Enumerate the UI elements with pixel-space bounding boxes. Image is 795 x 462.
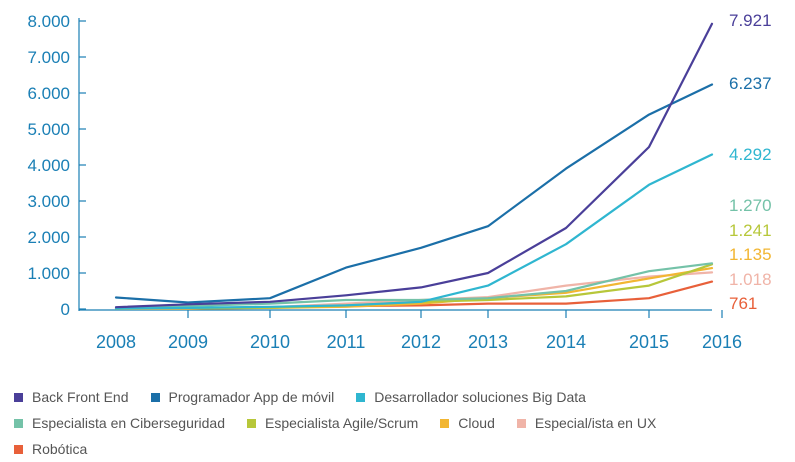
- legend-label: Especialista Agile/Scrum: [265, 415, 419, 431]
- x-axis: 2008 2009 2010 2011 2012 2013 2014 2015 2016: [79, 309, 742, 352]
- legend-item: Cloud: [440, 415, 495, 431]
- y-tick-label: 1.000: [27, 264, 70, 283]
- y-tick-label: 5.000: [27, 120, 70, 139]
- legend-label: Especialista en Ciberseguridad: [32, 415, 225, 431]
- legend-item: Back Front End: [14, 389, 129, 405]
- legend-swatch: [14, 418, 23, 428]
- legend-label: Cloud: [458, 415, 495, 431]
- series-line: [114, 83, 714, 304]
- series-line: [114, 262, 714, 309]
- legend-item: Especialista en Ciberseguridad: [14, 415, 225, 431]
- legend: Back Front End Programador App de móvil De…: [14, 384, 784, 462]
- legend-item: Robótica: [14, 441, 87, 457]
- end-labels: 7.921 6.237 4.292 1.270 1.241 1.135 1.018 761: [729, 11, 772, 313]
- legend-item: Programador App de móvil: [150, 389, 335, 405]
- legend-item: Especial/ista en UX: [516, 415, 657, 431]
- x-tick-label: 2008: [96, 332, 136, 352]
- legend-swatch: [14, 444, 23, 454]
- x-tick-label: 2015: [629, 332, 669, 352]
- end-value-label: 6.237: [729, 74, 772, 93]
- x-tick-label: 2013: [468, 332, 508, 352]
- x-tick-label: 2014: [546, 332, 586, 352]
- end-value-label: 1.270: [729, 196, 772, 215]
- legend-label: Desarrollador soluciones Big Data: [374, 389, 586, 405]
- end-value-label: 4.292: [729, 145, 772, 164]
- x-tick-label: 2016: [702, 332, 742, 352]
- series-line: [114, 22, 714, 309]
- end-value-label: 1.241: [729, 221, 772, 240]
- x-tick-label: 2010: [250, 332, 290, 352]
- legend-swatch: [247, 418, 256, 428]
- end-value-label: 7.921: [729, 11, 772, 30]
- y-tick-label: 6.000: [27, 84, 70, 103]
- legend-label: Especial/ista en UX: [534, 415, 657, 431]
- y-tick-label: 7.000: [27, 48, 70, 67]
- legend-row: Back Front End Programador App de móvil De…: [14, 384, 784, 410]
- legend-item: Especialista Agile/Scrum: [247, 415, 418, 431]
- end-value-label: 1.135: [729, 245, 772, 264]
- y-tick-label: 4.000: [27, 156, 70, 175]
- line-chart: 0 1.000 2.000 3.000 4.000 5.000 6.000 7.000 8.00…: [27, 11, 772, 352]
- legend-swatch: [14, 392, 23, 402]
- legend-label: Back Front End: [32, 389, 129, 405]
- y-tick-label: 8.000: [27, 12, 70, 31]
- end-value-label: 761: [729, 294, 757, 313]
- legend-label: Programador App de móvil: [168, 389, 335, 405]
- legend-swatch: [440, 418, 450, 428]
- legend-swatch: [516, 418, 526, 428]
- legend-row: Robótica: [14, 436, 784, 462]
- series-lines: [114, 22, 714, 310]
- legend-row: Especialista en Ciberseguridad Especialis…: [14, 410, 784, 436]
- x-tick-label: 2011: [327, 332, 366, 352]
- legend-swatch: [356, 392, 366, 402]
- x-tick-label: 2012: [401, 332, 441, 352]
- y-tick-label: 3.000: [27, 192, 70, 211]
- legend-item: Desarrollador soluciones Big Data: [356, 389, 586, 405]
- x-tick-label: 2009: [168, 332, 208, 352]
- y-tick-label: 2.000: [27, 228, 70, 247]
- legend-swatch: [150, 392, 160, 402]
- end-value-label: 1.018: [729, 270, 772, 289]
- series-line: [114, 153, 714, 310]
- y-axis: 0 1.000 2.000 3.000 4.000 5.000 6.000 7.000 8.00…: [27, 12, 86, 319]
- y-tick-label: 0: [61, 300, 70, 319]
- legend-label: Robótica: [32, 441, 88, 457]
